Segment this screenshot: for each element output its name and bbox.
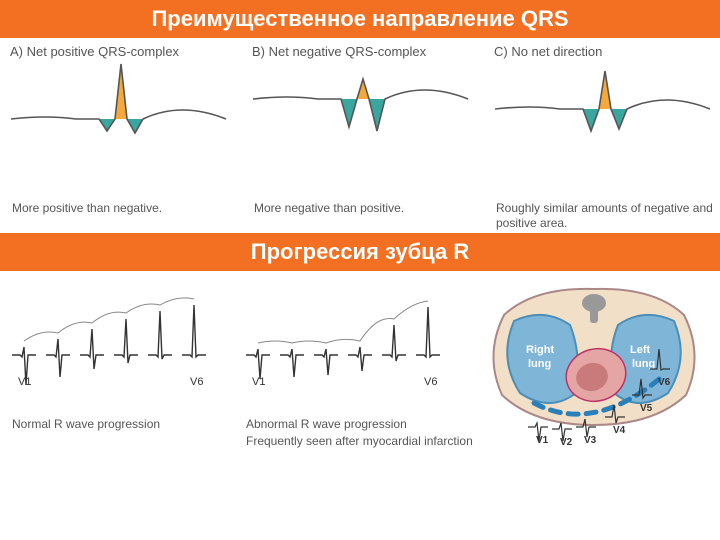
torso-diagram-icon: Right lung Left lung V1 V2 V3 V4 V5 V6: [474, 275, 714, 475]
svg-text:V3: V3: [584, 435, 597, 446]
normal-caption: Normal R wave progression: [12, 417, 240, 432]
qrs-panel-b: B) Net negative QRS-complex More negativ…: [242, 38, 484, 233]
qrs-waveform-icon: [6, 59, 236, 199]
qrs-panel-caption: More positive than negative.: [12, 201, 236, 216]
abnormal-progression-panel: V1 V6 Abnormal R wave progression Frequen…: [240, 275, 474, 475]
qrs-panel-c: C) No net direction Roughly similar amou…: [484, 38, 720, 233]
qrs-panel-title: A) Net positive QRS-complex: [10, 44, 236, 59]
svg-text:V6: V6: [190, 376, 203, 388]
qrs-panel-title: C) No net direction: [494, 44, 720, 59]
svg-text:Left: Left: [630, 344, 651, 356]
svg-text:V6: V6: [658, 377, 671, 388]
qrs-panel-caption: Roughly similar amounts of negative and …: [496, 201, 720, 231]
banner-qrs-direction: Преимущественное направление QRS: [0, 0, 720, 38]
progression-waveform-icon: V1 V6: [6, 275, 226, 415]
svg-text:V4: V4: [613, 425, 626, 436]
torso-panel: Right lung Left lung V1 V2 V3 V4 V5 V6: [474, 275, 714, 475]
banner-r-progression: Прогрессия зубца R: [0, 233, 720, 271]
qrs-waveform-icon: [490, 59, 720, 199]
qrs-panels-row: A) Net positive QRS-complex More positiv…: [0, 38, 720, 233]
lead-V2: V2: [552, 423, 573, 448]
lower-row: V1 V6 Normal R wave progression V1 V6 Ab…: [0, 271, 720, 475]
svg-text:V1: V1: [18, 376, 31, 388]
progression-waveform-icon: V1 V6: [240, 275, 460, 415]
svg-text:V1: V1: [252, 376, 265, 388]
qrs-waveform-icon: [248, 59, 478, 199]
qrs-panel-a: A) Net positive QRS-complex More positiv…: [0, 38, 242, 233]
abnormal-caption-1: Abnormal R wave progression: [246, 417, 474, 432]
svg-text:V6: V6: [424, 376, 437, 388]
svg-text:lung: lung: [528, 358, 551, 370]
normal-progression-panel: V1 V6 Normal R wave progression: [6, 275, 240, 475]
lead-V1: V1: [528, 423, 549, 446]
svg-text:V5: V5: [640, 403, 653, 414]
abnormal-caption-2: Frequently seen after myocardial infarct…: [246, 434, 474, 449]
svg-text:V1: V1: [536, 435, 549, 446]
svg-text:V2: V2: [560, 437, 573, 448]
qrs-panel-caption: More negative than positive.: [254, 201, 478, 216]
svg-text:lung: lung: [632, 358, 655, 370]
qrs-panel-title: B) Net negative QRS-complex: [252, 44, 478, 59]
svg-text:Right: Right: [526, 344, 554, 356]
